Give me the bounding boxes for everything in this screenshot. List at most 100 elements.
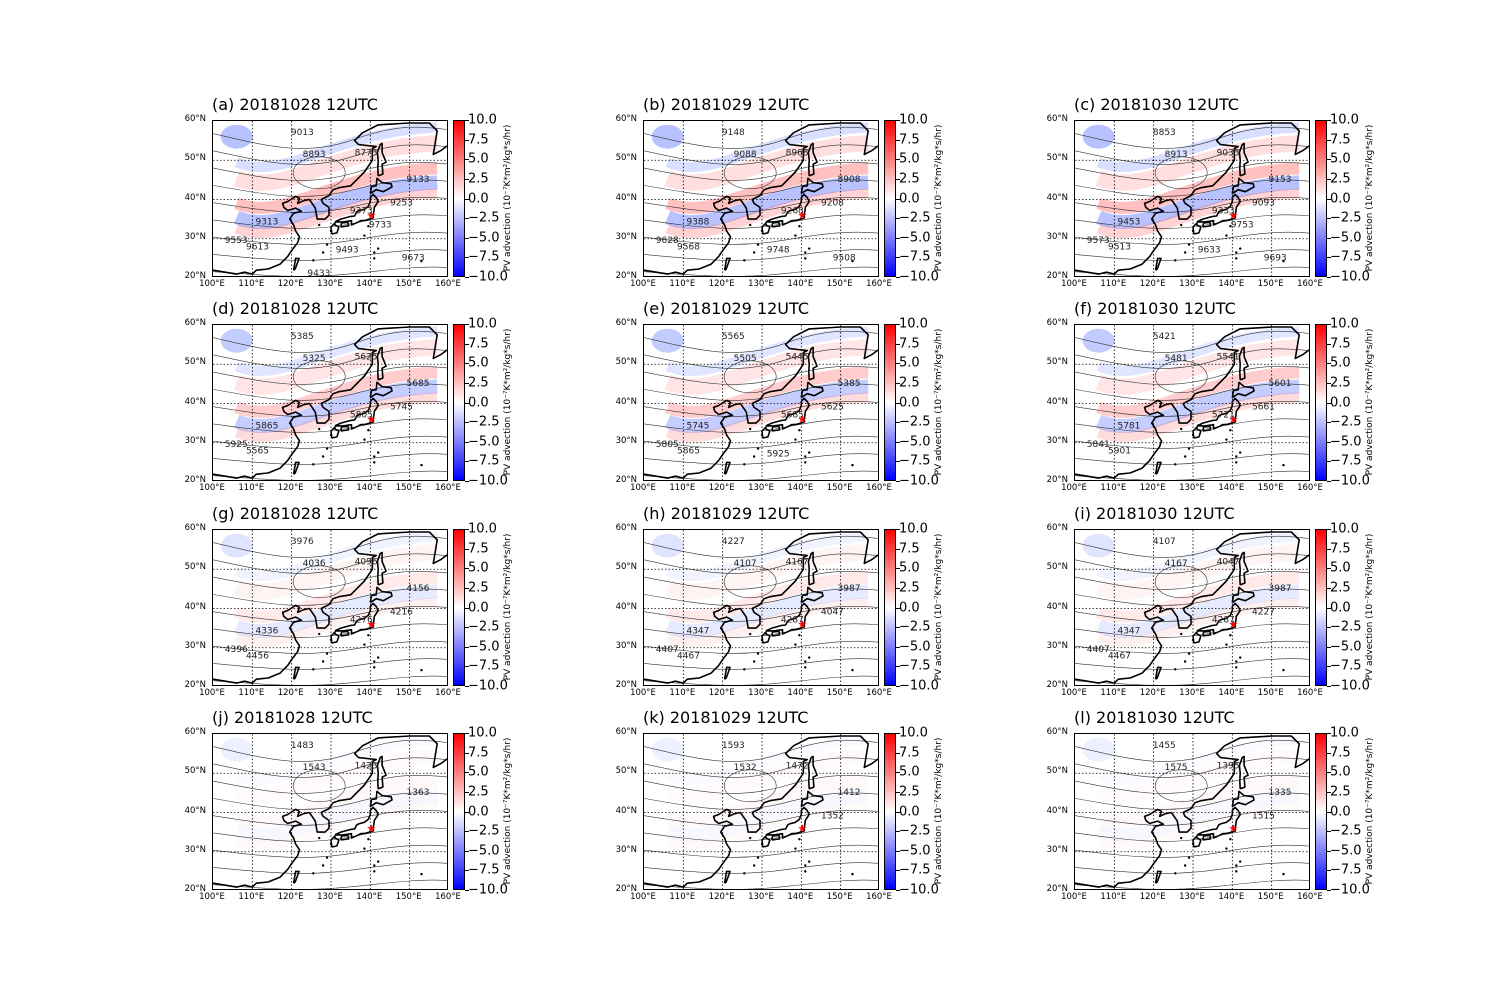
height-contour xyxy=(213,144,447,165)
colorbar xyxy=(1315,120,1327,277)
height-contour xyxy=(644,435,878,449)
colorbar-tick-label: 5.0 xyxy=(468,560,489,576)
contour-label: 5541 xyxy=(1217,352,1240,362)
colorbar-tick-label: −10.0 xyxy=(468,269,508,285)
colorbar-tick-label: 5.0 xyxy=(468,764,489,780)
panel-title: (a) 20181028 12UTC xyxy=(212,95,378,114)
coastline xyxy=(369,381,393,399)
height-contour xyxy=(213,330,447,353)
colorbar-tick-label: −5.0 xyxy=(1330,843,1362,859)
colorbar-tick xyxy=(1327,870,1331,872)
longitude-tick-label: 140°E xyxy=(787,892,814,902)
height-contour xyxy=(1075,844,1309,858)
colorbar-tick-label: −5.0 xyxy=(899,230,931,246)
colorbar-tick xyxy=(465,870,469,872)
latitude-tick-label: 40°N xyxy=(1046,396,1068,407)
colorbar-tick xyxy=(465,382,469,384)
longitude-tick-label: 100°E xyxy=(1061,483,1087,493)
contour-label: 9313 xyxy=(255,217,278,227)
island xyxy=(1187,652,1191,655)
coastline xyxy=(800,790,824,808)
height-contour xyxy=(1075,453,1309,465)
latitude-tick-label: 60°N xyxy=(615,114,637,124)
colorbar-tick xyxy=(896,257,900,259)
colorbar-tick-label: 5.0 xyxy=(1330,560,1351,576)
colorbar-tick-label: −5.0 xyxy=(1330,434,1362,450)
longitude-tick-label: 140°E xyxy=(1218,279,1245,289)
longitude-tick-label: 130°E xyxy=(1179,688,1205,698)
island xyxy=(760,638,764,642)
longitude-tick-label: 110°E xyxy=(238,279,265,289)
colorbar-tick-label: 7.5 xyxy=(1330,336,1351,352)
panel-title: (b) 20181029 12UTC xyxy=(643,95,810,114)
colorbar-tick xyxy=(465,257,469,259)
island xyxy=(756,243,760,246)
contour-label: 1472 xyxy=(786,761,809,771)
colorbar-tick-label: 2.5 xyxy=(899,784,920,800)
latitude-tick-label: 50°N xyxy=(184,562,206,573)
island xyxy=(804,660,807,663)
height-contour xyxy=(213,640,447,654)
latitude-tick-label: 60°N xyxy=(1046,727,1068,737)
colorbar-tick xyxy=(896,402,900,404)
pv-advection-band xyxy=(665,326,869,377)
height-contour xyxy=(1075,435,1309,449)
coastline xyxy=(340,834,350,841)
colorbar-tick xyxy=(1327,159,1331,161)
contour-label: 4107 xyxy=(1153,537,1176,547)
island xyxy=(1282,259,1285,263)
pv-advection-band xyxy=(233,135,438,191)
colorbar-tick xyxy=(896,382,900,384)
colorbar-label: PV advection (10⁻⁷K*m²/kg*s/hr) xyxy=(934,328,944,476)
colorbar-tick-label: −7.5 xyxy=(1330,453,1362,469)
island xyxy=(808,247,811,250)
colorbar-tick xyxy=(896,791,900,793)
colorbar-tick xyxy=(465,237,469,239)
height-contour xyxy=(644,570,878,590)
island xyxy=(318,836,321,840)
coastline xyxy=(771,834,781,841)
panel-title: (j) 20181028 12UTC xyxy=(212,708,373,727)
colorbar-tick xyxy=(896,870,900,872)
longitude-tick-label: 150°E xyxy=(395,688,422,698)
pv-advection-band xyxy=(1096,531,1300,582)
contour-label: 4287 xyxy=(1212,615,1235,625)
longitude-tick-label: 130°E xyxy=(1179,483,1205,493)
island xyxy=(798,837,801,841)
colorbar-tick-label: 7.5 xyxy=(468,336,489,352)
coastline xyxy=(1192,835,1202,848)
colorbar-tick xyxy=(896,324,900,325)
longitude-tick-label: 130°E xyxy=(317,892,343,902)
longitude-tick-label: 100°E xyxy=(630,892,656,902)
map-panel: (i) 20181030 12UTC 4107 4167 4047 3987 4227 42… xyxy=(1047,504,1474,719)
height-contour xyxy=(213,126,447,149)
coastline xyxy=(334,602,379,635)
latitude-tick-label: 20°N xyxy=(615,475,637,485)
coastline xyxy=(1202,425,1212,432)
colorbar-tick-label: −10.0 xyxy=(899,269,939,285)
contour-label: 9628 xyxy=(656,236,679,246)
longitude-tick-label: 130°E xyxy=(317,483,343,493)
colorbar-tick xyxy=(465,324,469,325)
low-contour xyxy=(292,156,346,190)
map-panel: (g) 20181028 12UTC 3976 4036 4096 4156 4216 42… xyxy=(185,504,612,719)
coastline xyxy=(644,735,878,888)
contour-label: 5625 xyxy=(821,403,844,413)
contour-label: 9268 xyxy=(781,206,804,216)
height-contour xyxy=(1075,605,1309,622)
pv-advection-band xyxy=(665,188,869,238)
latitude-tick-label: 60°N xyxy=(615,727,637,737)
contour-label: 5445 xyxy=(786,352,809,362)
colorbar-tick-label: −2.5 xyxy=(468,823,500,839)
island xyxy=(1225,847,1228,850)
latitude-tick-label: 50°N xyxy=(615,153,637,164)
height-contour xyxy=(213,570,447,590)
contour-label: 4047 xyxy=(1217,557,1240,567)
colorbar-tick xyxy=(1327,441,1331,443)
island xyxy=(1180,632,1183,636)
colorbar-tick xyxy=(1327,198,1331,200)
height-contour xyxy=(644,383,878,401)
coastline xyxy=(1154,870,1162,884)
coastline xyxy=(723,666,731,680)
height-contour xyxy=(213,535,447,558)
